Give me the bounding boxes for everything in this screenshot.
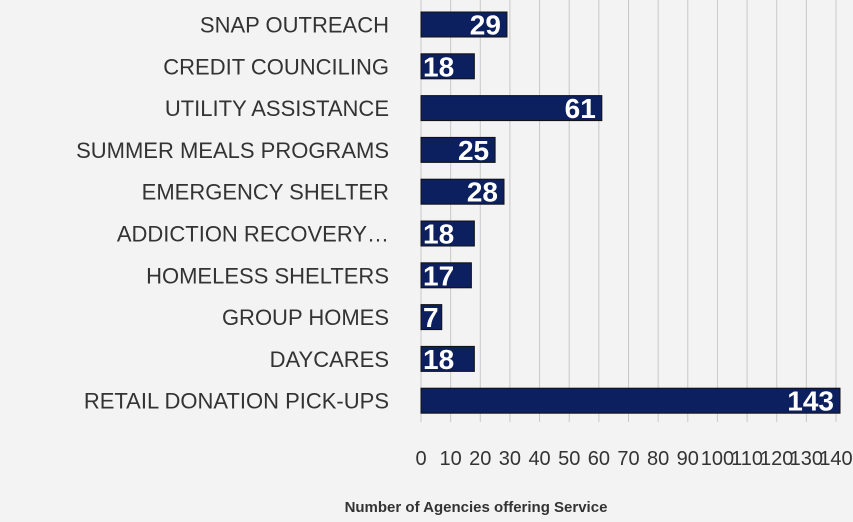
category-label: SNAP OUTREACH bbox=[200, 13, 389, 38]
bar bbox=[420, 345, 475, 372]
bar bbox=[420, 11, 508, 38]
x-tick-label: 120 bbox=[760, 448, 793, 470]
bar bbox=[420, 136, 496, 163]
x-tick-label: 100 bbox=[701, 448, 734, 470]
x-tick-label: 20 bbox=[469, 448, 491, 470]
bar bbox=[420, 95, 603, 122]
bar bbox=[420, 178, 505, 205]
x-tick-label: 130 bbox=[790, 448, 823, 470]
bar bbox=[420, 304, 443, 331]
category-labels: SNAP OUTREACH CREDIT COUNCILING UTILITY AS… bbox=[76, 13, 389, 414]
bar bbox=[420, 262, 472, 289]
gridlines bbox=[420, 0, 837, 422]
x-tick-label: 10 bbox=[440, 448, 462, 470]
x-tick-label: 40 bbox=[528, 448, 550, 470]
bar bbox=[420, 53, 475, 80]
category-label: GROUP HOMES bbox=[222, 305, 389, 330]
x-tick-label: 90 bbox=[677, 448, 699, 470]
data-label: 25 bbox=[458, 135, 489, 166]
data-label: 18 bbox=[423, 219, 454, 250]
data-label: 18 bbox=[423, 51, 454, 82]
category-label: UTILITY ASSISTANCE bbox=[165, 96, 389, 121]
category-label: RETAIL DONATION PICK-UPS bbox=[84, 389, 389, 414]
x-tick-label: 80 bbox=[647, 448, 669, 470]
x-tick-label: 50 bbox=[558, 448, 580, 470]
data-label: 18 bbox=[423, 344, 454, 375]
category-label: EMERGENCY SHELTER bbox=[142, 180, 389, 205]
bar bbox=[420, 220, 475, 247]
data-label: 7 bbox=[423, 302, 439, 333]
category-label: SUMMER MEALS PROGRAMS bbox=[76, 138, 389, 163]
x-tick-label: 30 bbox=[499, 448, 521, 470]
category-label: CREDIT COUNCILING bbox=[163, 54, 389, 79]
data-label: 143 bbox=[787, 386, 834, 417]
x-tick-label: 0 bbox=[415, 448, 426, 470]
data-label: 28 bbox=[467, 177, 498, 208]
bars: 29 18 61 25 28 18 17 7 18 143 bbox=[420, 10, 841, 417]
category-label: HOMELESS SHELTERS bbox=[146, 263, 389, 288]
x-tick-label: 60 bbox=[588, 448, 610, 470]
data-label: 29 bbox=[470, 10, 501, 41]
x-tick-label: 70 bbox=[617, 448, 639, 470]
bar bbox=[420, 387, 841, 414]
x-tick-label: 140 bbox=[819, 448, 852, 470]
data-label: 61 bbox=[565, 93, 596, 124]
data-label: 17 bbox=[423, 260, 454, 291]
category-label: DAYCARES bbox=[270, 347, 389, 372]
x-axis-title: Number of Agencies offering Service bbox=[345, 499, 608, 516]
x-tick-label: 110 bbox=[731, 448, 763, 470]
category-label: ADDICTION RECOVERY… bbox=[117, 222, 389, 247]
